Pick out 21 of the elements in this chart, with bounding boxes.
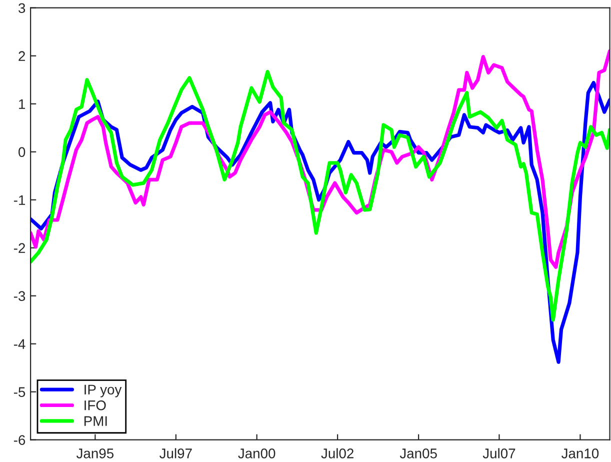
- y-tick-label: -6: [14, 435, 26, 445]
- y-tick-label: -5: [14, 387, 26, 397]
- y-tick-label: 1: [19, 99, 26, 109]
- line-series: [30, 70, 610, 322]
- y-tick-label: 2: [18, 51, 25, 61]
- y-tick-label: 0: [18, 147, 26, 158]
- x-tick-label: Jan00: [238, 448, 276, 458]
- x-tick-label: Jan10: [562, 448, 599, 458]
- y-tick-label: 3: [18, 3, 26, 14]
- x-tick-label: Jul02: [321, 448, 354, 458]
- legend-label: IFO: [84, 400, 106, 410]
- y-tick-label: -1: [14, 195, 26, 205]
- x-tick-label: Jan95: [76, 448, 114, 458]
- y-tick-label: -3: [14, 291, 26, 302]
- y-tick-label: -2: [14, 243, 25, 253]
- legend-label: PMI: [84, 416, 107, 426]
- x-tick-label: Jul97: [160, 448, 192, 458]
- legend-label: IP yoy: [84, 384, 122, 398]
- x-tick-label: Jul07: [482, 448, 516, 458]
- x-tick-label: Jan05: [400, 448, 437, 458]
- y-tick-label: -4: [14, 339, 26, 349]
